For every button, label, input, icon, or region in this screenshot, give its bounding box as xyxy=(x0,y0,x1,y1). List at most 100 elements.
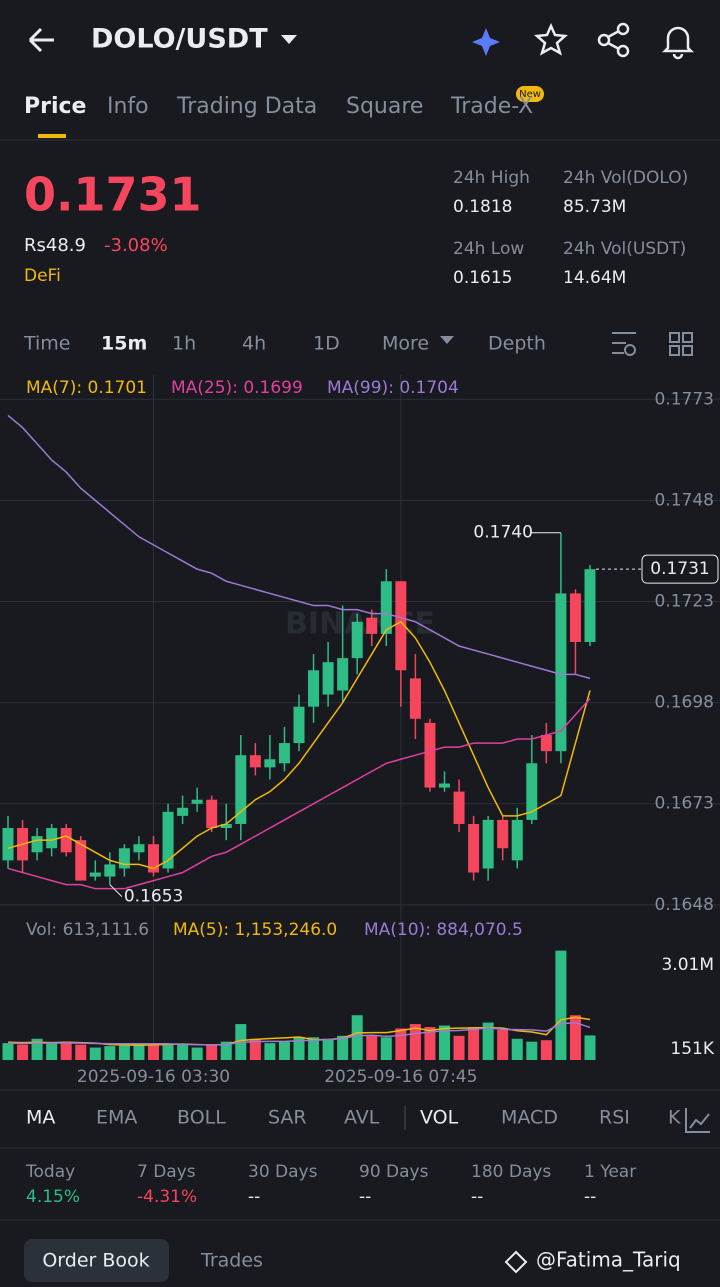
layout-icon[interactable] xyxy=(669,332,693,356)
stat-label: 24h Low xyxy=(453,239,524,259)
ai-icon[interactable] xyxy=(472,28,500,56)
candle-body xyxy=(322,662,334,695)
legend-entry: MA(7): 0.1701 xyxy=(26,378,147,398)
sector-tag: DeFi xyxy=(24,266,61,286)
y-tick-label: 0.1648 xyxy=(655,895,714,915)
candle-body xyxy=(278,743,290,764)
last-price-label: 0.1731 xyxy=(650,559,709,579)
footer-tab[interactable]: Order Book xyxy=(42,1250,149,1272)
interval[interactable]: Depth xyxy=(488,333,546,355)
volume-bar xyxy=(511,1038,523,1060)
candle-body xyxy=(191,799,203,804)
interval[interactable]: Time xyxy=(23,333,71,355)
more-caret[interactable] xyxy=(440,336,454,344)
last-price: 0.1731 xyxy=(24,168,202,222)
volume-bar xyxy=(17,1044,29,1060)
tab[interactable]: Square xyxy=(346,94,423,119)
alert-icon[interactable] xyxy=(661,26,695,60)
price-change: -3.08% xyxy=(104,235,168,256)
min-marker xyxy=(109,884,123,897)
candle-body xyxy=(75,840,87,881)
period-label: 90 Days xyxy=(359,1162,429,1182)
interval[interactable]: 15m xyxy=(101,333,147,355)
legend-entry: MA(10): 884,070.5 xyxy=(364,920,523,940)
candle-body xyxy=(162,811,174,869)
volume-bar xyxy=(322,1038,334,1060)
pair[interactable]: DOLO/USDT xyxy=(91,24,268,55)
candle-body xyxy=(104,864,116,877)
volume-bar xyxy=(453,1035,465,1060)
volume-bar xyxy=(75,1044,87,1060)
last-price-box xyxy=(641,554,719,584)
favorite-icon[interactable] xyxy=(534,22,568,56)
candle-body xyxy=(177,807,189,816)
tab[interactable]: Price xyxy=(24,94,86,119)
pair-caret[interactable] xyxy=(281,35,297,44)
settings-icon[interactable] xyxy=(612,332,636,356)
indicator-tab[interactable]: AVL xyxy=(344,1107,380,1129)
volume-bar xyxy=(497,1029,509,1060)
tab[interactable]: Info xyxy=(107,94,149,119)
candle-body xyxy=(249,755,261,768)
volume-bar xyxy=(46,1043,58,1060)
ma-line xyxy=(7,698,591,890)
tab[interactable]: Trade-X xyxy=(450,94,533,119)
indicator-tab[interactable]: SAR xyxy=(268,1107,307,1129)
ma-line xyxy=(7,620,591,870)
candle-body xyxy=(497,819,509,849)
indicator-tab[interactable]: RSI xyxy=(599,1107,630,1129)
period-label: 1 Year xyxy=(584,1162,636,1182)
candle-body xyxy=(482,819,494,869)
candle-body xyxy=(380,581,392,634)
volume-bar xyxy=(31,1038,43,1060)
tab-indicator xyxy=(38,134,66,138)
indicator-tab[interactable]: MA xyxy=(26,1107,55,1129)
interval[interactable]: 1h xyxy=(172,333,196,355)
candle-body xyxy=(148,844,159,873)
candle-body xyxy=(424,722,436,788)
candle-body xyxy=(555,593,567,752)
volume-bar xyxy=(177,1044,189,1060)
volume-bar xyxy=(278,1041,290,1060)
back-button[interactable] xyxy=(28,27,54,53)
share-icon[interactable] xyxy=(597,22,630,58)
interval[interactable]: More xyxy=(382,333,429,355)
candle-body xyxy=(439,783,450,788)
candle-body xyxy=(453,791,465,824)
indicator-tab[interactable]: EMA xyxy=(96,1107,137,1129)
ma-line xyxy=(7,414,591,680)
footer-tab[interactable]: Trades xyxy=(200,1250,263,1272)
new-badge-text: New xyxy=(519,89,541,100)
period-label: Today xyxy=(25,1162,75,1182)
volume-bar xyxy=(540,1040,552,1060)
period-value: -- xyxy=(359,1187,371,1207)
volume-bar xyxy=(148,1043,159,1060)
volume-tick-label: 151K xyxy=(670,1039,714,1059)
stat-label: 24h Vol(USDT) xyxy=(563,239,686,259)
candle-body xyxy=(337,658,349,691)
candle-body xyxy=(133,844,145,853)
period-label: 30 Days xyxy=(248,1162,318,1182)
indicator-tab[interactable]: BOLL xyxy=(177,1107,226,1129)
interval[interactable]: 1D xyxy=(313,333,340,355)
period-value: -- xyxy=(248,1187,260,1207)
stat-value: 85.73M xyxy=(563,197,626,217)
y-tick-label: 0.1698 xyxy=(655,693,714,713)
candle-body xyxy=(511,819,523,861)
volume-bar xyxy=(366,1035,378,1060)
interval[interactable]: 4h xyxy=(242,333,266,355)
indicator-tab[interactable]: K xyxy=(668,1107,681,1129)
indicator-settings[interactable] xyxy=(685,1108,710,1133)
candle-body xyxy=(569,593,581,642)
candle-body xyxy=(89,872,101,877)
volume-bar xyxy=(380,1037,392,1060)
period-value: -- xyxy=(584,1187,596,1207)
volume-bar xyxy=(206,1044,218,1060)
indicator-tab[interactable]: VOL xyxy=(420,1107,459,1129)
volume-bar xyxy=(249,1038,261,1060)
logo xyxy=(504,1250,528,1274)
volume-bar xyxy=(220,1041,232,1060)
stat-value: 14.64M xyxy=(563,268,626,288)
indicator-tab[interactable]: MACD xyxy=(501,1107,558,1129)
tab[interactable]: Trading Data xyxy=(176,94,317,119)
